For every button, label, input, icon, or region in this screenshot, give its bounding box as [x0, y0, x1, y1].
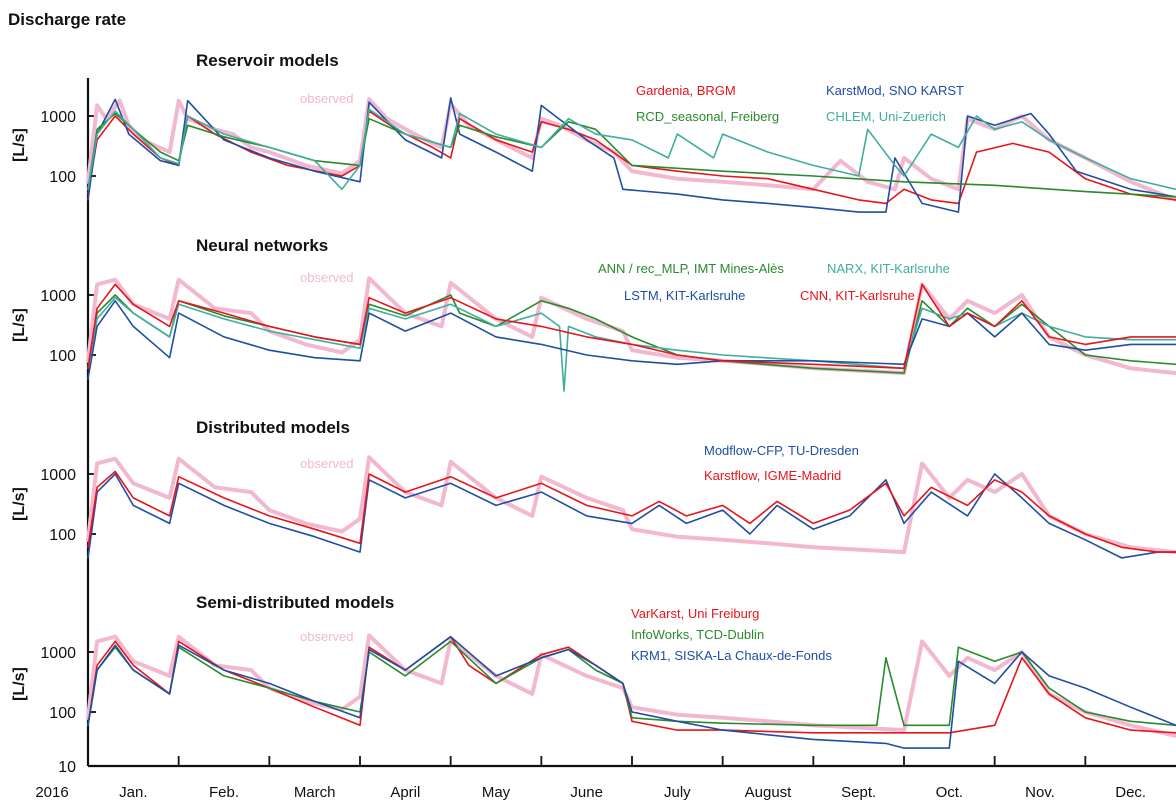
y-tick-label: 100: [49, 527, 76, 544]
panel-neural-networks: Neural networks [L/s] 1000 100 observed ANN /…: [11, 236, 1176, 392]
month-label: Feb.: [209, 784, 239, 801]
legend-entry-narx-kit-karlsruhe: NARX, KIT-Karlsruhe: [827, 261, 950, 276]
series-line-chlem-uni-zuerich: [87, 108, 1176, 191]
series-line-cnn-kit-karlsruhe: [87, 283, 1176, 370]
legend-entry-krm1-siska-la-chaux-de-fonds: KRM1, SISKA-La Chaux-de-Fonds: [631, 648, 832, 663]
panel-distributed-models: Distributed models [L/s] 1000 100 observed Mo…: [11, 418, 1176, 559]
observed-label: observed: [300, 270, 353, 285]
y-axis-label: [L/s]: [11, 308, 28, 342]
series-line-rcd-seasonal-freiberg: [87, 112, 1176, 198]
year-label: 2016: [35, 784, 68, 801]
y-tick-label: 1000: [40, 645, 76, 662]
series-line-karstflow-igme-madrid: [87, 470, 1176, 553]
panel-semi-distributed-models: Semi-distributed models [L/s] 1000 100 10 obs…: [11, 593, 1176, 776]
observed-label: observed: [300, 456, 353, 471]
series-line-karstmod-sno-karst: [87, 97, 1176, 213]
legend-entry-modflow-cfp-tu-dresden: Modflow-CFP, TU-Dresden: [704, 443, 859, 458]
month-label: March: [294, 784, 336, 801]
legend-entry-karstflow-igme-madrid: Karstflow, IGME-Madrid: [704, 468, 841, 483]
series-line-varkarst-uni-freiburg: [87, 635, 1176, 734]
month-label: June: [570, 784, 603, 801]
legend-entry-infoworks-tcd-dublin: InfoWorks, TCD-Dublin: [631, 627, 764, 642]
y-axis-label: [L/s]: [11, 667, 28, 701]
y-tick-label: 10: [58, 759, 76, 776]
month-label: Dec.: [1115, 784, 1146, 801]
series-line-infoworks-tcd-dublin: [87, 640, 1176, 727]
legend-entry-varkarst-uni-freiburg: VarKarst, Uni Freiburg: [631, 606, 759, 621]
y-tick-label: 100: [49, 348, 76, 365]
series-line-observed: [86, 455, 1176, 555]
series-line-lstm-kit-karlsruhe: [87, 299, 1176, 380]
series-line-modflow-cfp-tu-dresden: [87, 473, 1176, 559]
legend-entry-lstm-kit-karlsruhe: LSTM, KIT-Karlsruhe: [624, 288, 745, 303]
month-label: July: [664, 784, 691, 801]
panel-title: Reservoir models: [196, 51, 339, 70]
y-tick-label: 1000: [40, 288, 76, 305]
observed-label: observed: [300, 91, 353, 106]
month-label: Oct.: [936, 784, 964, 801]
y-tick-label: 1000: [40, 467, 76, 484]
series-line-observed: [86, 276, 1176, 376]
month-label: August: [745, 784, 793, 801]
y-axis-label: [L/s]: [11, 128, 28, 162]
panel-title: Semi-distributed models: [196, 593, 394, 612]
month-label: April: [390, 784, 420, 801]
legend-entry-chlem-uni-zuerich: CHLEM, Uni-Zuerich: [826, 109, 946, 124]
series-line-krm1-siska-la-chaux-de-fonds: [87, 635, 1176, 749]
axes-group: Jan. Feb. March April May June July August Sept.…: [35, 78, 1176, 801]
series-line-observed: [86, 97, 1176, 202]
legend-entry-rcd-seasonal-freiberg: RCD_seasonal, Freiberg: [636, 109, 779, 124]
y-axis-label: [L/s]: [11, 487, 28, 521]
observed-label: observed: [300, 629, 353, 644]
legend-entry-karstmod-sno-karst: KarstMod, SNO KARST: [826, 83, 964, 98]
panel-title: Distributed models: [196, 418, 350, 437]
panel-title: Neural networks: [196, 236, 328, 255]
legend-entry-ann-rec-mlp-imt-mines-al-s: ANN / rec_MLP, IMT Mines-Alès: [598, 261, 784, 276]
y-tick-label: 100: [49, 705, 76, 722]
month-label: May: [482, 784, 511, 801]
month-label: Jan.: [119, 784, 147, 801]
y-tick-label: 100: [49, 169, 76, 186]
legend-entry-gardenia-brgm: Gardenia, BRGM: [636, 83, 736, 98]
y-tick-label: 1000: [40, 109, 76, 126]
month-label: Nov.: [1025, 784, 1055, 801]
legend-entry-cnn-kit-karlsruhe: CNN, KIT-Karlsruhe: [800, 288, 915, 303]
month-label: Sept.: [841, 784, 876, 801]
panel-reservoir-models: Reservoir models [L/s] 1000 100 observed Gard…: [11, 51, 1176, 213]
chart-title: Discharge rate: [8, 10, 127, 29]
